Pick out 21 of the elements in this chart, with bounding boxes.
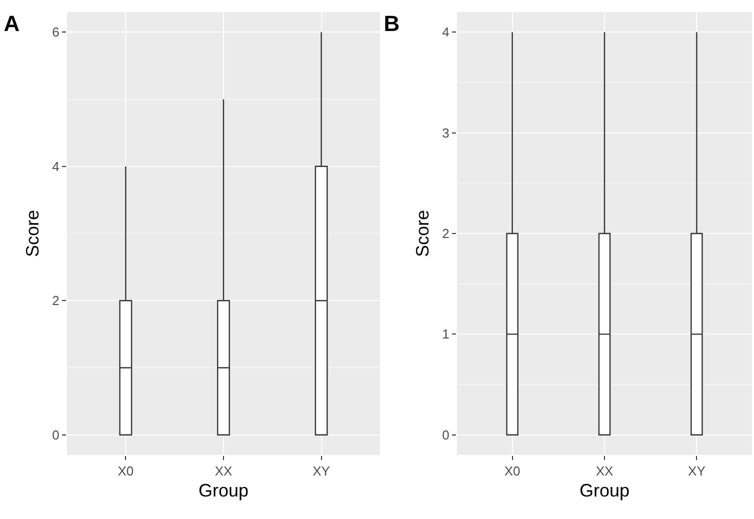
x-tick-label: XX — [596, 464, 614, 479]
x-tick-label: XY — [312, 464, 330, 479]
y-tick-label: 3 — [442, 125, 450, 140]
y-tick-label: 4 — [52, 158, 60, 174]
y-tick-label: 0 — [52, 427, 60, 442]
y-tick-label: 2 — [52, 293, 60, 308]
y-tick-label: 6 — [52, 24, 60, 40]
x-axis-title: Group — [198, 480, 249, 501]
x-tick-label: X0 — [118, 464, 134, 479]
y-tick-label: 2 — [442, 226, 450, 242]
chart-title: B — [384, 11, 400, 36]
x-axis-title: Group — [579, 480, 630, 501]
y-tick-label: 1 — [442, 326, 450, 342]
y-tick-label: 0 — [442, 427, 450, 442]
y-axis-title: Score — [412, 210, 432, 258]
y-axis-title: Score — [22, 210, 42, 258]
x-tick-label: X0 — [504, 464, 520, 479]
x-tick-label: XY — [688, 464, 706, 479]
chart-title: A — [4, 11, 20, 36]
y-tick-label: 4 — [442, 24, 450, 40]
x-tick-label: XX — [214, 464, 232, 479]
